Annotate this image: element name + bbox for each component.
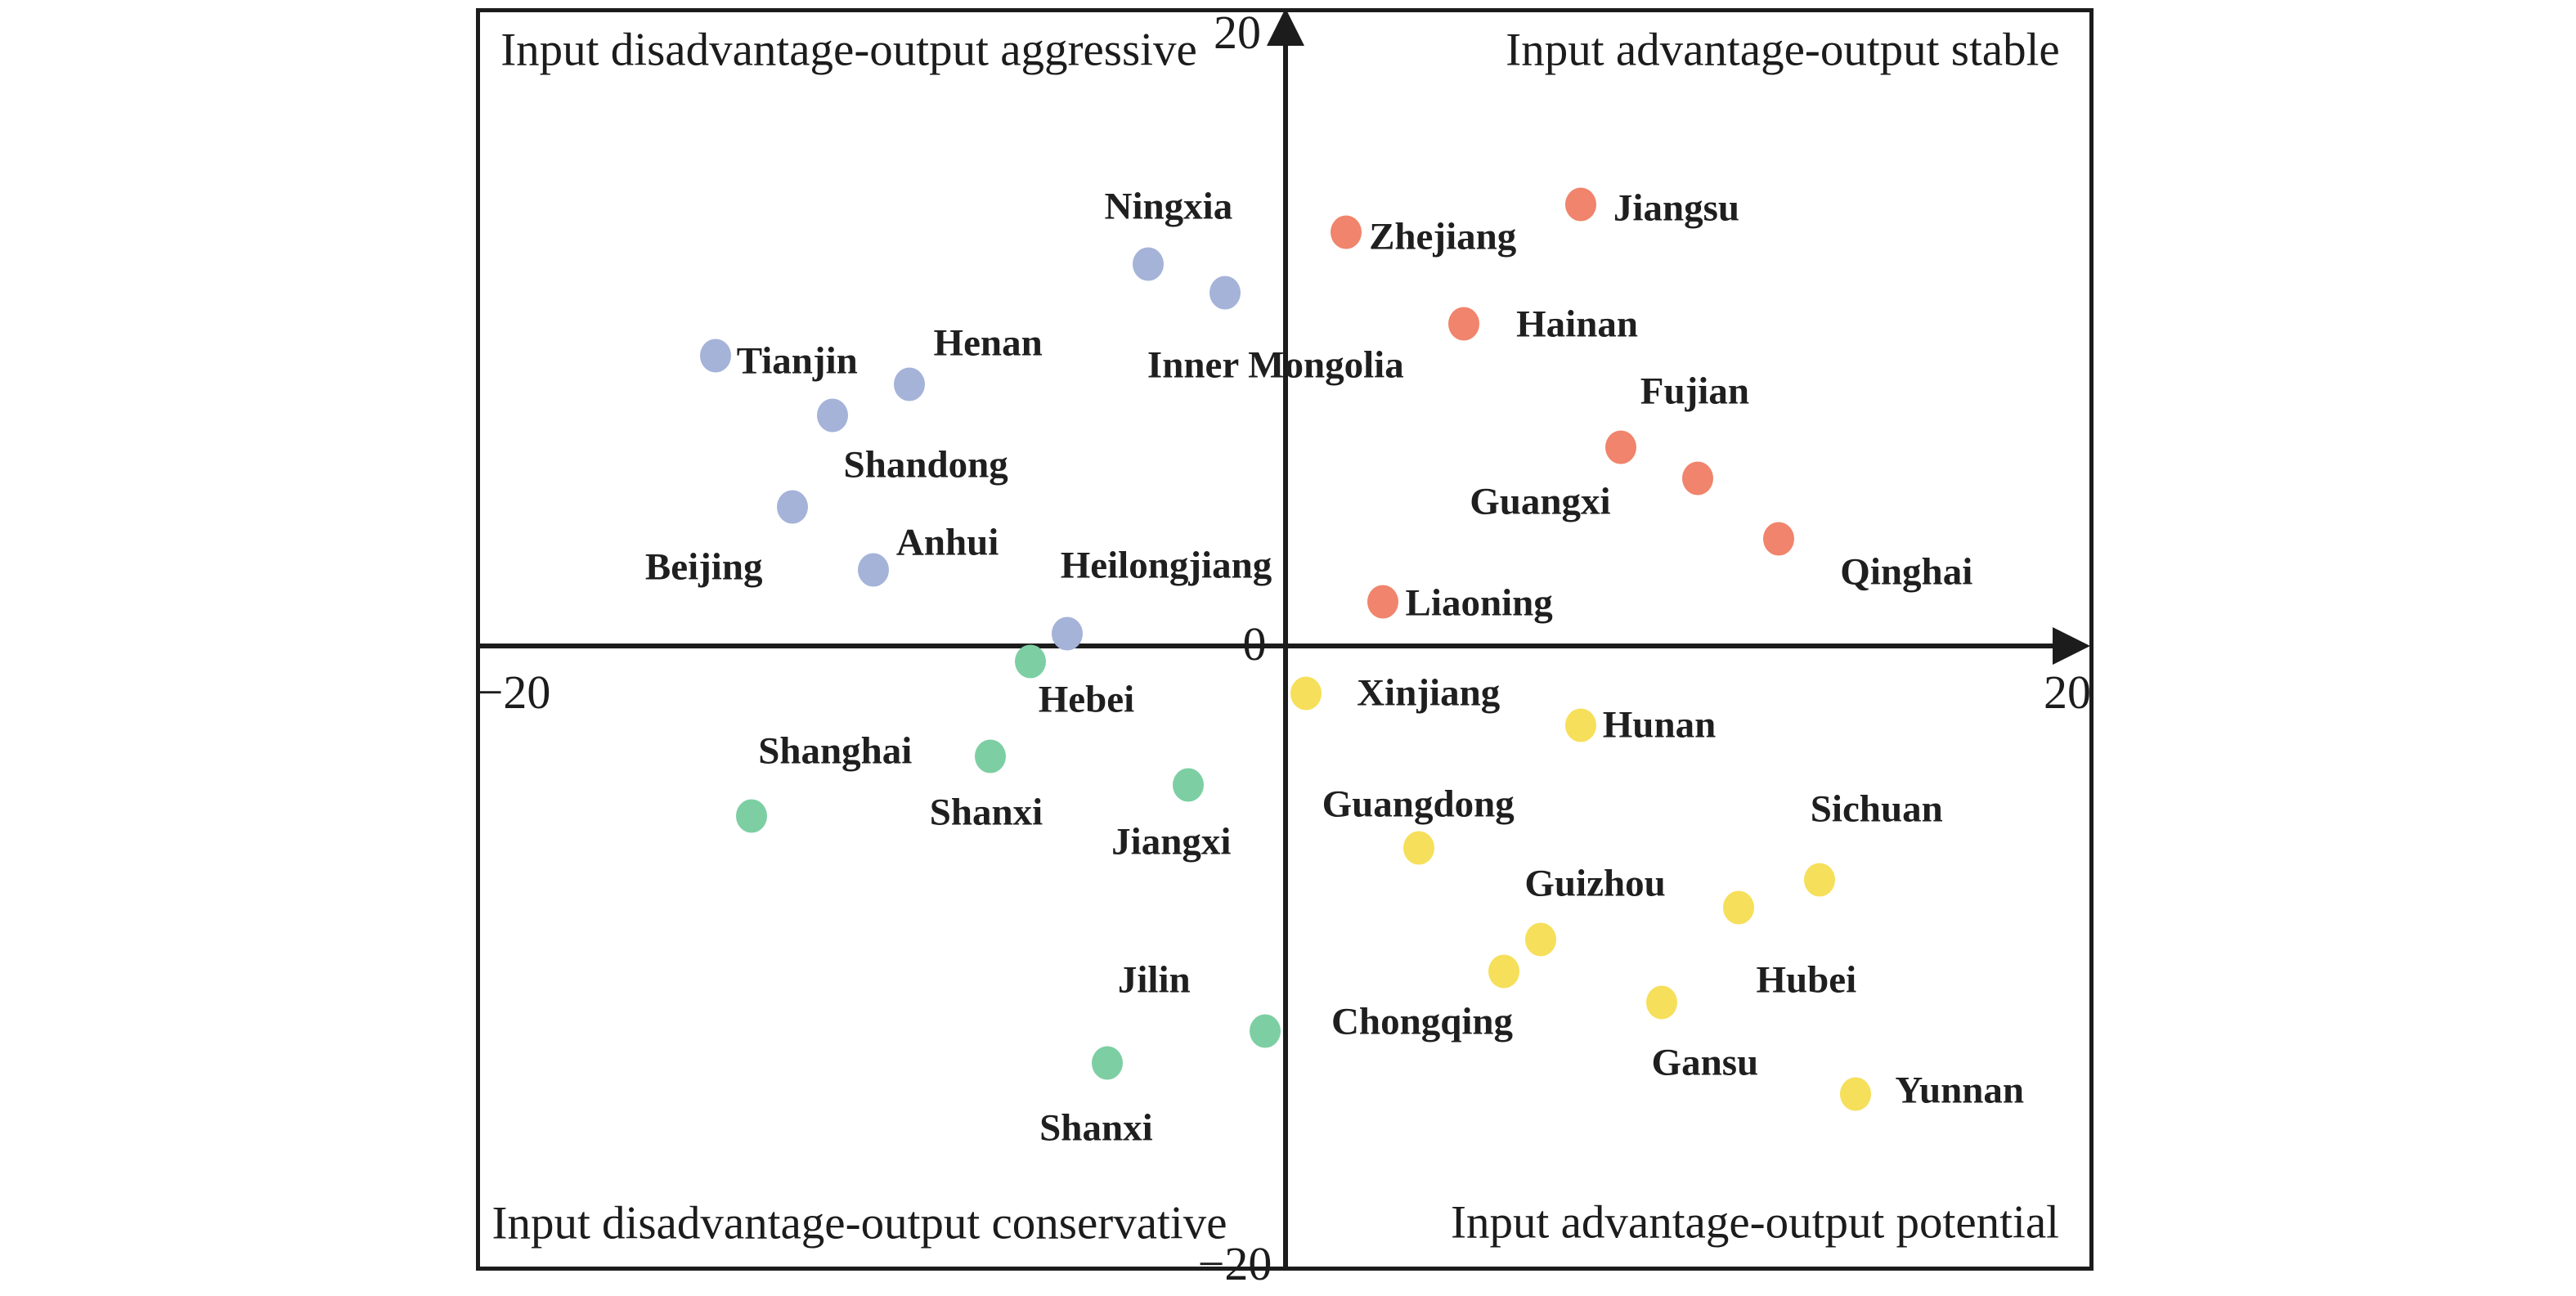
data-point-label-chongqing: Chongqing (1331, 1000, 1514, 1043)
y-axis-line (1283, 43, 1288, 1271)
data-point-label-zhejiang: Zhejiang (1369, 215, 1517, 258)
data-point-label-xinjiang: Xinjiang (1357, 671, 1501, 715)
data-point-shanxi (1092, 1046, 1124, 1080)
data-point-liaoning (1367, 585, 1398, 619)
data-point-label-liaoning: Liaoning (1405, 581, 1553, 625)
y-axis-arrow-icon (1267, 8, 1304, 46)
data-point-guizhou (1524, 922, 1556, 957)
data-point-label-yunnan: Yunnan (1895, 1069, 2025, 1112)
quadrant-title-bottom-left: Input disadvantage-output conservative (491, 1197, 1227, 1249)
data-point-chongqing (1488, 954, 1520, 989)
data-point-label-qinghai: Qinghai (1840, 550, 1973, 594)
data-point-hainan (1447, 307, 1479, 341)
data-point-sichuan (1803, 863, 1835, 897)
data-point-label-hunan: Hunan (1602, 703, 1717, 746)
data-point-henan (894, 367, 926, 401)
data-point-heilongjiang (1051, 617, 1083, 651)
data-point-label-jiangxi: Jiangxi (1111, 820, 1232, 863)
data-point-yunnan (1840, 1077, 1872, 1111)
data-point-label-shanxi: Shanxi (929, 791, 1043, 834)
data-point-label-sichuan: Sichuan (1810, 787, 1943, 831)
data-point-label-jilin: Jilin (1117, 958, 1191, 1002)
data-point-label-hainan: Hainan (1516, 303, 1639, 346)
quadrant-title-top-right: Input advantage-output stable (1506, 24, 2060, 76)
data-point-label-guangdong: Guangdong (1322, 783, 1515, 826)
quadrant-title-bottom-right: Input advantage-output potential (1451, 1196, 2059, 1249)
data-point-zhejiang (1331, 215, 1362, 249)
data-point-shanxi (975, 739, 1006, 774)
data-point-label-fujian: Fujian (1640, 370, 1749, 413)
y-axis-tick-20: 20 (1214, 6, 1261, 59)
data-point-guangdong (1403, 831, 1435, 865)
data-point-anhui (857, 553, 889, 587)
data-point-inner-mongolia (1209, 276, 1241, 310)
data-point-label-guangxi: Guangxi (1470, 480, 1611, 523)
x-axis-tick-minus-20: −20 (476, 666, 551, 719)
x-axis-line (476, 644, 2056, 648)
data-point-shandong (817, 398, 849, 433)
data-point-hunan (1564, 708, 1596, 742)
data-point-label-shandong: Shandong (843, 443, 1008, 487)
data-point-xinjiang (1290, 676, 1322, 711)
data-point-gansu (1645, 985, 1677, 1020)
data-point-label-guizhou: Guizhou (1524, 862, 1666, 905)
data-point-label-ningxia: Ningxia (1104, 185, 1233, 228)
data-point-label-hebei: Hebei (1038, 678, 1135, 721)
data-point-qinghai (1763, 522, 1795, 556)
data-point-label-henan: Henan (933, 321, 1043, 365)
x-axis-arrow-icon (2053, 627, 2090, 665)
quadrant-title-top-left: Input disadvantage-output aggressive (500, 24, 1197, 76)
x-axis-tick-20: 20 (2044, 666, 2091, 719)
data-point-label-jiangsu: Jiangsu (1613, 186, 1740, 230)
data-point-shanghai (736, 799, 768, 833)
data-point-hebei (1015, 644, 1047, 679)
data-point-label-anhui: Anhui (895, 521, 999, 564)
data-point-beijing (776, 490, 808, 524)
data-point-label-shanghai: Shanghai (758, 729, 913, 773)
data-point-jiangsu (1564, 187, 1596, 222)
data-point-label-inner-mongolia: Inner Mongolia (1147, 343, 1404, 387)
origin-tick-0: 0 (1242, 617, 1267, 670)
data-point-label-beijing: Beijing (644, 545, 763, 589)
data-point-label-hubei: Hubei (1756, 958, 1857, 1002)
data-point-label-tianjin: Tianjin (736, 339, 858, 383)
data-point-tianjin (699, 339, 731, 373)
data-point-guangxi (1605, 430, 1637, 464)
data-point-fujian (1682, 461, 1714, 496)
y-axis-tick-minus-20: −20 (1197, 1237, 1272, 1290)
data-point-jiangxi (1173, 768, 1205, 802)
data-point-hubei (1722, 890, 1754, 925)
data-point-label-shanxi: Shanxi (1039, 1106, 1153, 1150)
data-point-label-heilongjiang: Heilongjiang (1060, 544, 1272, 587)
data-point-ningxia (1132, 247, 1164, 281)
data-point-label-gansu: Gansu (1651, 1041, 1759, 1084)
data-point-jilin (1250, 1014, 1281, 1048)
